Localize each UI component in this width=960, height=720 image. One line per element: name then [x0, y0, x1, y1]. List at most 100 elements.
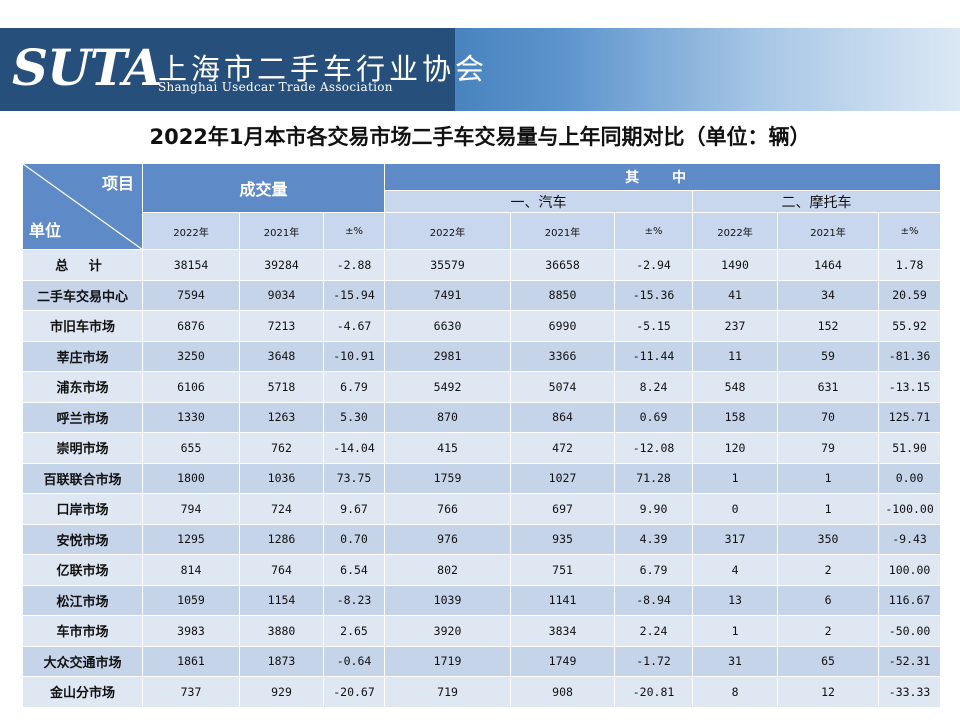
table-cell: 116.67: [878, 584, 942, 616]
table-cell: 79: [777, 432, 880, 464]
table-cell: -13.15: [878, 371, 942, 403]
table-cell: 4.39: [614, 523, 694, 555]
table-cell: 751: [510, 554, 616, 586]
table-cell: 2.65: [322, 615, 386, 647]
table-cell: 1: [777, 493, 880, 525]
table-cell: 6630: [384, 310, 512, 342]
row-label: 百联联合市场: [22, 462, 143, 494]
table-cell: 7213: [239, 310, 324, 342]
table-cell: 762: [239, 432, 324, 464]
logo-box: [0, 28, 455, 111]
table-cell: -2.88: [322, 249, 386, 281]
table-cell: -100.00: [878, 493, 942, 525]
table-cell: 935: [510, 523, 616, 555]
table-cell: 34: [777, 279, 880, 311]
table-cell: 0.00: [878, 462, 942, 494]
table-cell: 737: [142, 676, 240, 708]
table-row: 松江市场 1059 1154 -8.23 1039 1141 -8.94 13 6 116.67: [22, 584, 942, 616]
table-cell: 0.70: [322, 523, 386, 555]
table-cell: 38154: [142, 249, 240, 281]
table-cell: 631: [777, 371, 880, 403]
org-name-en: Shanghai Usedcar Trade Association: [158, 80, 393, 94]
row-label: 大众交通市场: [22, 645, 143, 677]
table-cell: 1: [692, 462, 779, 494]
table-cell: -5.15: [614, 310, 694, 342]
table-cell: -8.23: [322, 584, 386, 616]
table-cell: 6876: [142, 310, 240, 342]
table-cell: 3880: [239, 615, 324, 647]
table-cell: 8: [692, 676, 779, 708]
table-cell: 864: [510, 401, 616, 433]
col-header: ±%: [614, 212, 694, 250]
table-cell: 1286: [239, 523, 324, 555]
corner-label-item: 项目: [101, 174, 134, 193]
row-label: 安悦市场: [22, 523, 143, 555]
table-cell: 1: [692, 615, 779, 647]
table-cell: 1330: [142, 401, 240, 433]
table-cell: 31: [692, 645, 779, 677]
table-cell: 3366: [510, 340, 616, 372]
table-cell: 9034: [239, 279, 324, 311]
table-cell: 724: [239, 493, 324, 525]
table-row: 口岸市场 794 724 9.67 766 697 9.90 0 1 -100.00: [22, 493, 942, 525]
table-cell: 3920: [384, 615, 512, 647]
table-body: 项目 单位 成交量 其 中 一、汽车 二、摩托车 2022年 2021年 ±% …: [22, 163, 942, 708]
table-cell: 908: [510, 676, 616, 708]
header-motorcycle: 二、摩托车: [692, 190, 942, 213]
table-cell: 152: [777, 310, 880, 342]
table-cell: -20.67: [322, 676, 386, 708]
table-cell: -1.72: [614, 645, 694, 677]
table-cell: 6.54: [322, 554, 386, 586]
row-label: 金山分市场: [22, 676, 143, 708]
table-cell: 13: [692, 584, 779, 616]
table-cell: 158: [692, 401, 779, 433]
org-name-cn: 上海市二手车行业协会: [158, 52, 489, 86]
logo-suta: SUTA: [12, 38, 162, 97]
table-cell: 4: [692, 554, 779, 586]
table-cell: 1490: [692, 249, 779, 281]
header-car: 一、汽车: [384, 190, 694, 213]
table-cell: 9.90: [614, 493, 694, 525]
table-row: 市旧车市场 6876 7213 -4.67 6630 6990 -5.15 237 152 55.…: [22, 310, 942, 342]
table-row: 大众交通市场 1861 1873 -0.64 1719 1749 -1.72 31 65 -52.…: [22, 645, 942, 677]
table-cell: 5.30: [322, 401, 386, 433]
table-cell: -2.94: [614, 249, 694, 281]
table-cell: -81.36: [878, 340, 942, 372]
table-row: 车市市场 3983 3880 2.65 3920 3834 2.24 1 2 -50.00: [22, 615, 942, 647]
table-cell: 3983: [142, 615, 240, 647]
table-cell: 1263: [239, 401, 324, 433]
table-cell: 6990: [510, 310, 616, 342]
table-cell: 655: [142, 432, 240, 464]
table-cell: 5074: [510, 371, 616, 403]
table-cell: 12: [777, 676, 880, 708]
table-cell: -52.31: [878, 645, 942, 677]
table-cell: 870: [384, 401, 512, 433]
table-cell: 1464: [777, 249, 880, 281]
table-cell: 548: [692, 371, 779, 403]
table-cell: 1: [777, 462, 880, 494]
table-cell: 1861: [142, 645, 240, 677]
table-cell: 976: [384, 523, 512, 555]
table-cell: 59: [777, 340, 880, 372]
table-cell: 1719: [384, 645, 512, 677]
table-cell: -0.64: [322, 645, 386, 677]
col-header: 2021年: [239, 212, 324, 250]
table-cell: 5492: [384, 371, 512, 403]
table-cell: 125.71: [878, 401, 942, 433]
header-of-which: 其 中: [384, 163, 942, 191]
table-cell: 350: [777, 523, 880, 555]
table-row-total: 总 计 38154 39284 -2.88 35579 36658 -2.94 1490 146…: [22, 249, 942, 281]
table-row: 金山分市场 737 929 -20.67 719 908 -20.81 8 12 -33.33: [22, 676, 942, 708]
table-cell: -12.08: [614, 432, 694, 464]
row-label: 二手车交易中心: [22, 279, 143, 311]
table-cell: 6106: [142, 371, 240, 403]
table-row: 崇明市场 655 762 -14.04 415 472 -12.08 120 79 51.90: [22, 432, 942, 464]
table-cell: 100.00: [878, 554, 942, 586]
table-cell: -8.94: [614, 584, 694, 616]
row-label: 口岸市场: [22, 493, 143, 525]
table-cell: 814: [142, 554, 240, 586]
table-cell: 1800: [142, 462, 240, 494]
row-label: 莘庄市场: [22, 340, 143, 372]
table-cell: 71.28: [614, 462, 694, 494]
table-cell: 3648: [239, 340, 324, 372]
